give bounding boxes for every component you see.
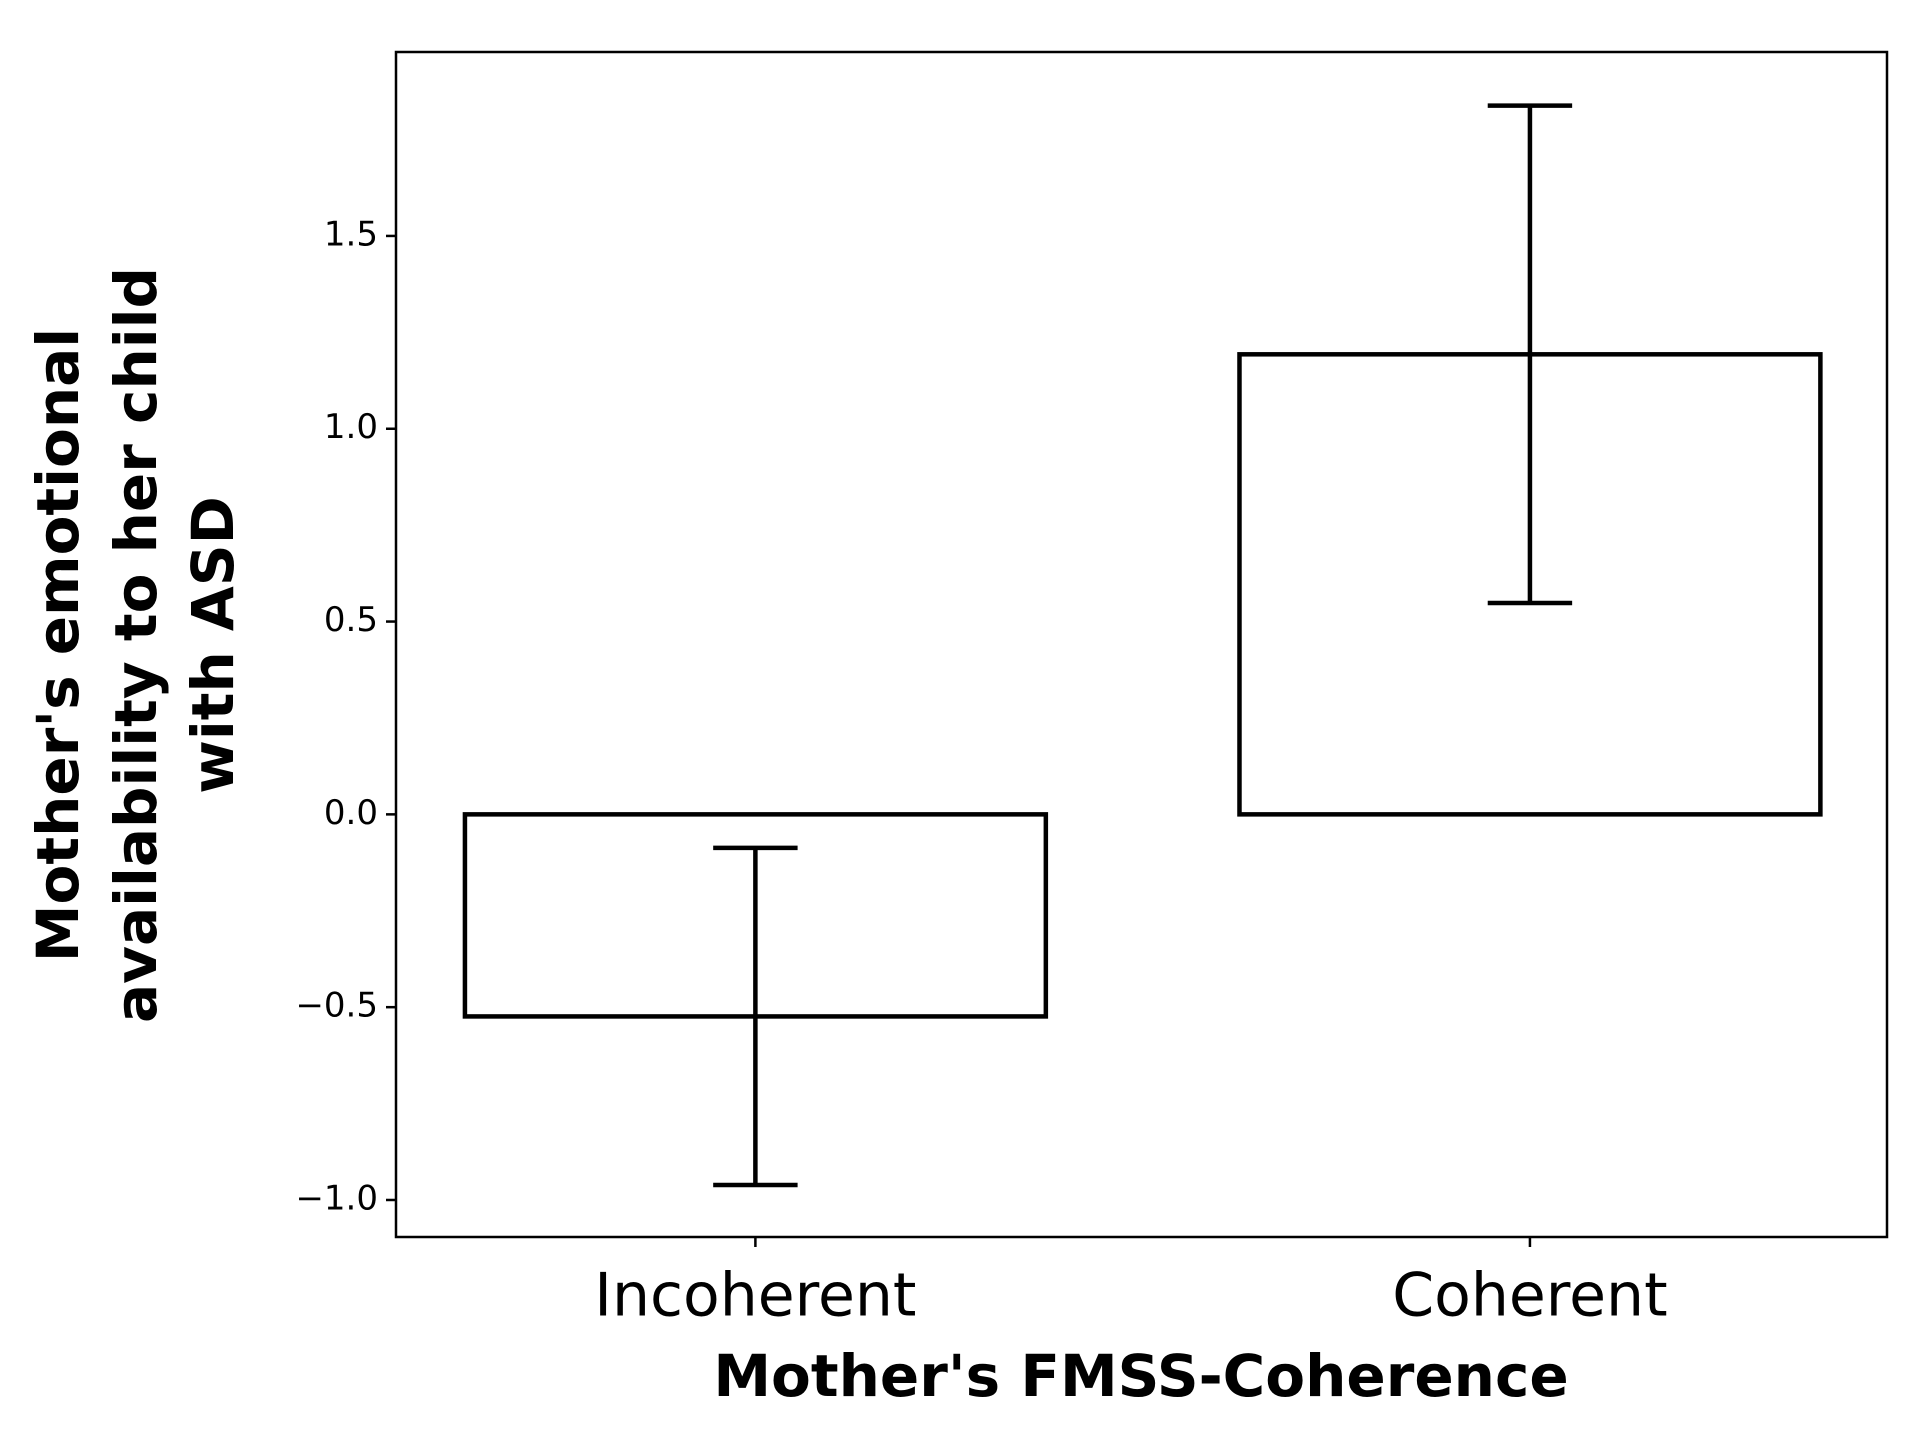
y-tick-label: 1.0 [324, 407, 378, 447]
plot-frame [394, 50, 1889, 1239]
x-axis-title: Mother's FMSS-Coherence [713, 1342, 1568, 1410]
error-bar [1487, 103, 1573, 606]
y-tick-label: −0.5 [295, 986, 378, 1026]
error-bar [713, 845, 798, 1188]
y-tick-label: −1.0 [295, 1178, 378, 1218]
x-tick-label: Coherent [1392, 1261, 1667, 1331]
y-tick-label: 1.5 [324, 214, 378, 254]
y-axis-title: Mother's emotional availability to her c… [24, 267, 247, 1023]
y-tick-label: 0.5 [324, 600, 378, 640]
y-tick-label: 0.0 [324, 793, 378, 833]
y-axis-title-line: Mother's emotional [24, 328, 92, 962]
y-axis-title-line: with ASD [179, 496, 247, 793]
x-tick-label: Incoherent [594, 1261, 916, 1331]
y-axis-title-line: availability to her child [102, 267, 170, 1023]
